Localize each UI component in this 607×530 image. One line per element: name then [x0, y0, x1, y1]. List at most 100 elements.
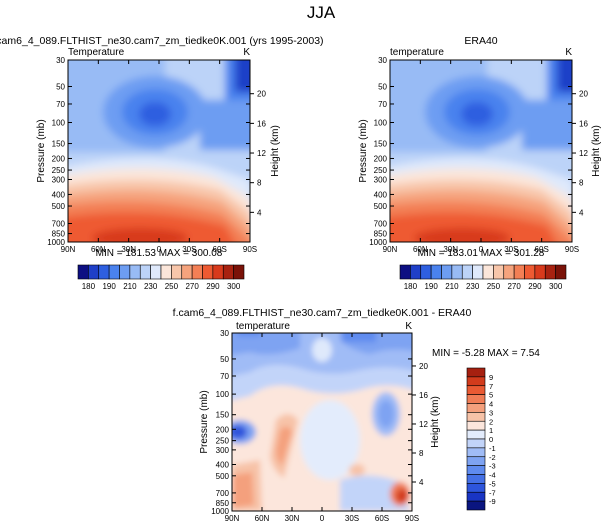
x-ticks: 90N 60N 30N 0 30S 60S 90S: [225, 333, 419, 523]
y-tick-label: 70: [220, 372, 229, 381]
stats-label: MIN = 183.01 MAX = 301.28: [418, 248, 545, 259]
y-tick-label: 70: [56, 100, 65, 109]
colorbar-swatch: [482, 264, 494, 280]
colorbar-swatch: [451, 264, 463, 280]
x-tick-label: 0: [320, 514, 325, 523]
y-tick-label: 30: [378, 56, 387, 65]
colorbar-swatch: [466, 456, 486, 466]
x-tick-label: 0: [479, 245, 484, 254]
y-tick-label: 200: [52, 154, 66, 163]
height-tick-label: 12: [419, 420, 428, 429]
colorbar-swatch: [466, 367, 486, 378]
colorbar-swatch: [503, 264, 515, 280]
colorbar-label: -1: [489, 444, 496, 453]
x-tick-label: 90S: [243, 245, 257, 254]
x-tick-label: 60N: [255, 514, 270, 523]
x-tick-label: 60S: [213, 245, 227, 254]
colorbar-label: -7: [489, 488, 496, 497]
colorbar-label: 230: [144, 282, 158, 291]
x-tick-label: 30N: [285, 514, 300, 523]
y-tick-label: 300: [374, 176, 388, 185]
y-tick-label: 850: [52, 230, 66, 239]
height-tick-label: 8: [579, 179, 584, 188]
y-tick-label: 400: [52, 190, 66, 199]
colorbar-swatch: [202, 264, 214, 280]
x-tick-label: 30S: [182, 245, 196, 254]
colorbar-swatch: [98, 264, 110, 280]
colorbar-label: 300: [227, 282, 241, 291]
y-tick-label: 1000: [369, 238, 387, 247]
height-tick-label: 4: [419, 478, 424, 487]
y-tick-label: 100: [216, 390, 230, 399]
stats-label: MIN = 181.53 MAX = 300.08: [96, 248, 223, 259]
colorbar-label: -5: [489, 479, 496, 488]
colorbar-label: 210: [445, 282, 459, 291]
contour-field: [390, 60, 572, 242]
height-tick-label: 8: [257, 179, 262, 188]
colorbar-label: 0: [489, 435, 493, 444]
y-tick-label: 30: [56, 56, 65, 65]
height-ticks: 4 8 12 16 20: [572, 90, 588, 217]
y-tick-label: 700: [374, 219, 388, 228]
x-tick-label: 60S: [375, 514, 389, 523]
colorbar-swatch: [466, 474, 486, 484]
colorbar-swatch: [466, 429, 486, 440]
colorbar-swatch: [466, 420, 486, 431]
x-tick-label: 60S: [535, 245, 549, 254]
colorbar-label: 250: [487, 282, 501, 291]
colorbar-swatch: [181, 264, 193, 280]
colorbar-label: 290: [528, 282, 542, 291]
colorbar-label: -2: [489, 453, 496, 462]
y-tick-label: 1000: [211, 507, 229, 516]
height-tick-label: 16: [257, 119, 266, 128]
y-tick-label: 70: [378, 100, 387, 109]
variable-label: temperature: [236, 321, 290, 332]
panel-title: ERA40: [464, 35, 497, 47]
colorbar-swatch: [466, 465, 486, 475]
colorbar-swatch: [466, 412, 486, 422]
colorbar-swatch: [88, 264, 100, 280]
colorbar-label: 180: [82, 282, 96, 291]
y2-axis-title: Height (km): [591, 125, 602, 177]
x-tick-label: 90N: [225, 514, 240, 523]
colorbar-swatch: [233, 264, 245, 280]
colorbar-swatch: [534, 264, 546, 280]
colorbar-swatch: [466, 385, 486, 395]
y-tick-label: 150: [52, 140, 66, 149]
colorbar-swatch: [160, 264, 172, 280]
colorbar-label: 180: [404, 282, 418, 291]
contour-field: [232, 333, 412, 511]
colorbar-swatch: [466, 438, 486, 449]
y-tick-label: 1000: [47, 238, 65, 247]
x-tick-label: 90N: [383, 245, 398, 254]
height-ticks: 4 8 12 16 20: [412, 362, 428, 487]
contour-field: [68, 60, 250, 242]
colorbar-label: -9: [489, 497, 496, 506]
colorbar-swatch: [129, 264, 141, 280]
colorbar-swatch: [513, 264, 525, 280]
colorbar-swatch: [466, 447, 486, 458]
colorbar-swatch: [139, 264, 151, 280]
y-tick-label: 150: [374, 140, 388, 149]
y-tick-label: 250: [52, 166, 66, 175]
colorbar-swatch: [544, 264, 556, 280]
y-tick-label: 250: [374, 166, 388, 175]
y-tick-label: 50: [56, 83, 65, 92]
y-tick-label: 400: [216, 460, 230, 469]
height-tick-label: 16: [419, 391, 428, 400]
y-tick-label: 30: [220, 329, 229, 338]
x-ticks: 90N 60N 30N 0 30S 60S 90S: [383, 60, 579, 254]
colorbar-swatch: [441, 264, 453, 280]
y-tick-label: 850: [374, 230, 388, 239]
colorbar-swatch: [466, 491, 486, 502]
y-tick-label: 500: [374, 202, 388, 211]
x-ticks: 90N 60N 30N 0 30S 60S 90S: [61, 60, 257, 254]
colorbar-label: 190: [424, 282, 438, 291]
colorbar-swatch: [461, 264, 473, 280]
x-tick-label: 90S: [405, 514, 419, 523]
figure-title: JJA: [307, 3, 336, 22]
colorbar-label: 290: [206, 282, 220, 291]
